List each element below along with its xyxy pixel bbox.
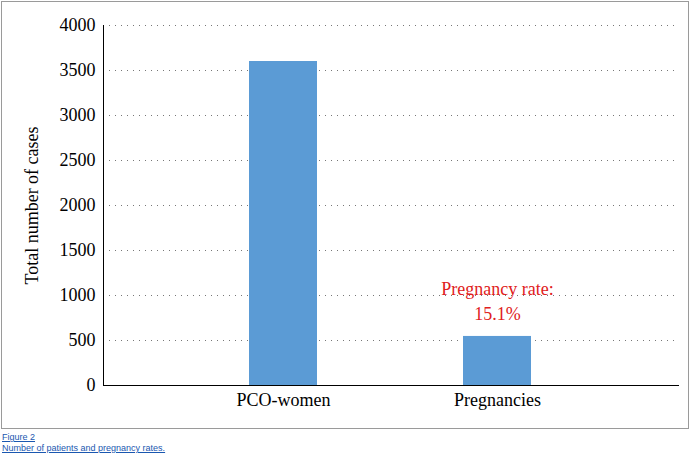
svg-text:0: 0 (87, 375, 96, 395)
svg-text:3000: 3000 (60, 105, 96, 125)
svg-text:500: 500 (69, 330, 96, 350)
svg-text:PCO-women: PCO-women (237, 390, 331, 410)
svg-text:1500: 1500 (60, 240, 96, 260)
svg-text:2500: 2500 (60, 150, 96, 170)
svg-text:1000: 1000 (60, 285, 96, 305)
svg-text:Pregnancies: Pregnancies (454, 390, 541, 410)
svg-text:3500: 3500 (60, 60, 96, 80)
html-text:Number of patients and pregnan: Number of patients and pregnancy rates. (2, 443, 166, 453)
html-text:Figure 2: Figure 2 (2, 432, 35, 442)
svg-text:4000: 4000 (60, 15, 96, 35)
svg-text:Pregnancy rate:15.1%: Pregnancy rate:15.1% (441, 279, 553, 324)
svg-text:2000: 2000 (60, 195, 96, 215)
svg-text:Total number of cases: Total number of cases (22, 126, 42, 284)
